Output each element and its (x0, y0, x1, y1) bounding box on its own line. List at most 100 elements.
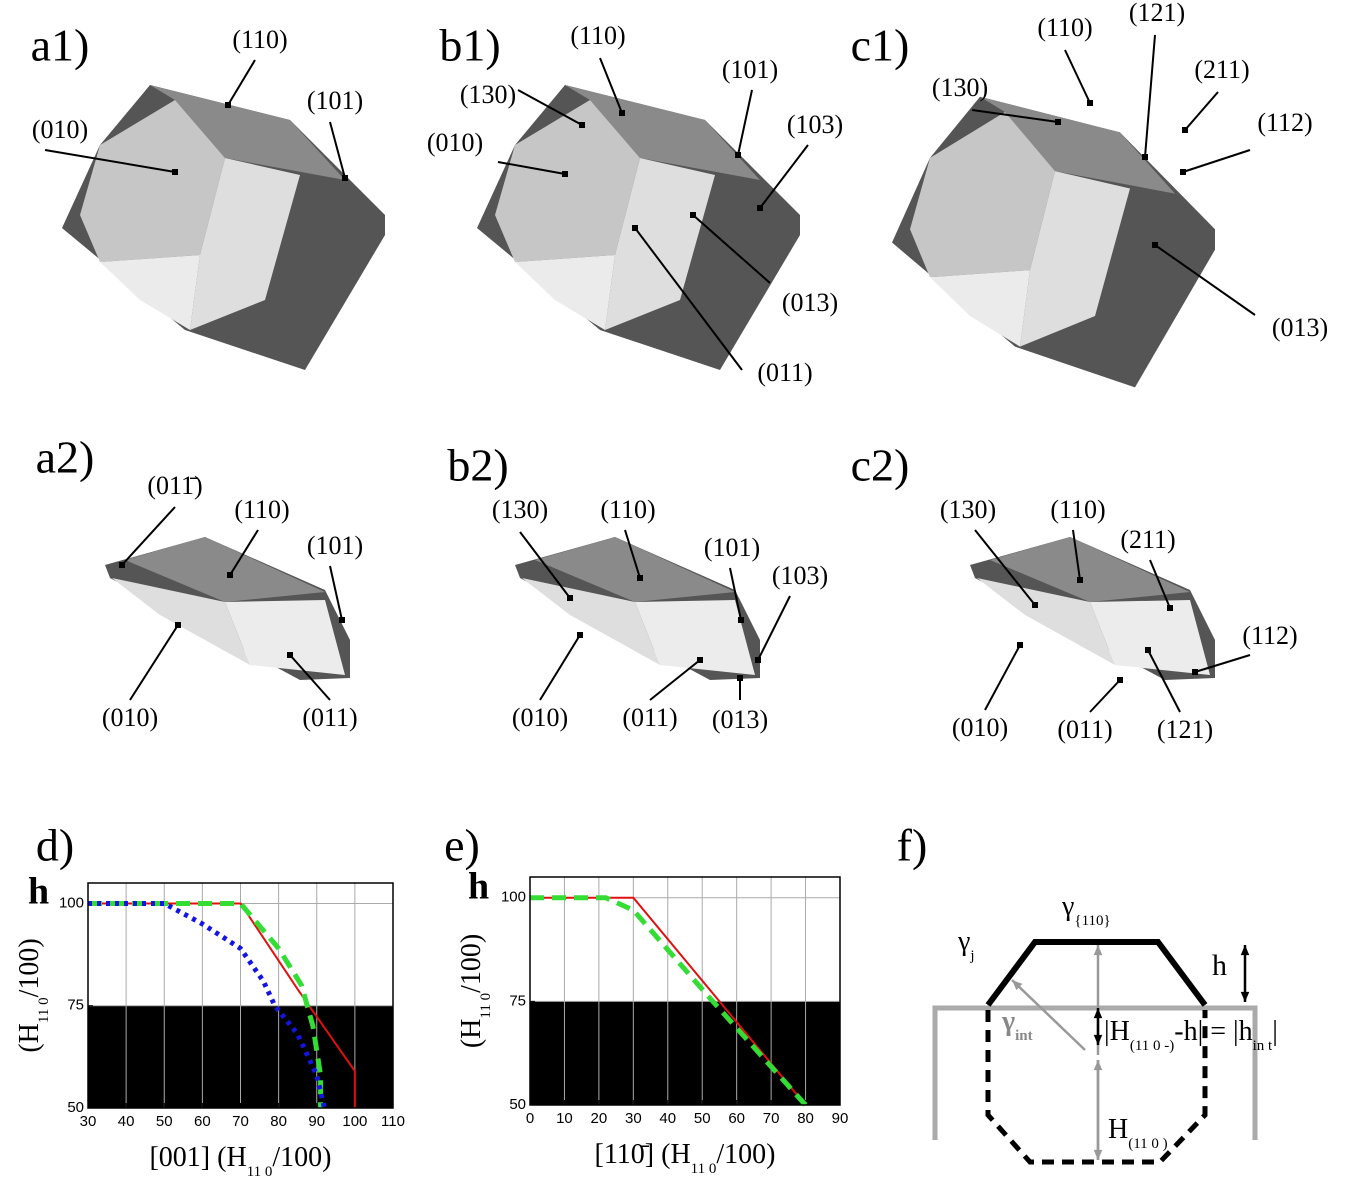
facet-label: (110) (232, 25, 287, 54)
y-tick-label: 50 (509, 1096, 526, 1113)
subscript: 11 0 (478, 993, 494, 1019)
leader-dot (1032, 602, 1038, 608)
x-tick-label: 60 (728, 1110, 745, 1127)
leader-dot (579, 122, 585, 128)
panel-label: b1) (439, 20, 500, 71)
facet-label: (211) (1194, 55, 1249, 84)
leader-dot (632, 225, 638, 231)
arrow-head (1240, 991, 1250, 1002)
label-part: [11 (595, 1139, 631, 1170)
leader-line (121, 506, 176, 566)
x-tick-label: 70 (232, 1113, 249, 1130)
leader-line (229, 529, 259, 576)
subscript: (11 0 -) (1130, 1038, 1174, 1054)
facet-label: (211) (1120, 525, 1175, 554)
y-tick-label: 75 (509, 992, 526, 1009)
arrow-head (1240, 945, 1250, 956)
facet-label: (101) (704, 533, 760, 562)
corner-label: h (468, 866, 489, 908)
x-tick-label: 90 (832, 1110, 849, 1127)
x-tick-label: 90 (308, 1113, 325, 1130)
crystal-face (977, 578, 1115, 665)
label-part: /100) (272, 1142, 331, 1173)
y-tick-label: 50 (67, 1099, 84, 1116)
x-tick-label: 40 (659, 1110, 676, 1127)
facet-label: (011) (622, 703, 677, 732)
data-line (88, 900, 327, 1109)
leader-line (1194, 654, 1251, 673)
leader-dot (339, 617, 345, 623)
crystal-face (535, 537, 735, 602)
subscript: int (1015, 1028, 1033, 1044)
reference-frame (932, 1005, 1258, 1140)
leader-line (971, 109, 1059, 123)
chart-title: d) (36, 820, 74, 871)
leader-dot (342, 175, 348, 181)
leader-line (974, 529, 1036, 606)
y-tick-label: 100 (501, 889, 526, 906)
leader-line (129, 624, 179, 701)
facet-label: (101) (307, 86, 363, 115)
leader-dot (562, 171, 568, 177)
arrow-head (1012, 980, 1023, 991)
crystal-face (930, 270, 1030, 347)
label-part: -h| = |h (1174, 1016, 1252, 1047)
crystal-face (522, 578, 660, 665)
leader-line (1144, 34, 1156, 158)
facet-label: (010) (952, 713, 1008, 742)
leader-dot (1192, 669, 1198, 675)
crystal-face (112, 578, 250, 665)
x-tick-label: 50 (156, 1113, 173, 1130)
y-tick-label: 75 (67, 997, 84, 1014)
leader-dot (227, 572, 233, 578)
facet-label: (013) (782, 288, 838, 317)
leader-dot (757, 205, 763, 211)
crystal-face (515, 255, 615, 330)
y-axis-label: (H11 0/100) (456, 934, 494, 1048)
y-axis-label: (H11 0/100) (14, 938, 52, 1052)
arrow-head (1093, 1008, 1103, 1019)
leader-line (1184, 91, 1219, 131)
label-part: |H (1104, 1016, 1130, 1047)
leader-dot (1087, 100, 1093, 106)
leader-line (1154, 244, 1256, 316)
facet-label: (013) (712, 705, 768, 734)
facet-label: (112) (1257, 108, 1312, 137)
crystal-face (495, 100, 640, 262)
facet-label: (110) (1037, 13, 1092, 42)
crystal-face (565, 85, 760, 180)
x-tick-label: 70 (763, 1110, 780, 1127)
leader-line (227, 59, 256, 106)
subscript: {110} (1074, 913, 1110, 929)
x-axis-label: [001] (H11 0/100) (149, 1142, 331, 1180)
arrow-head (1093, 945, 1103, 956)
facet-label: (010) (102, 703, 158, 732)
x-tick-label: 0 (526, 1110, 534, 1127)
subscript: (11 0 ) (1128, 1136, 1167, 1152)
x-tick-label: 80 (270, 1113, 287, 1130)
gamma-110: γ{110} (1061, 891, 1111, 929)
data-line (88, 900, 324, 1108)
leader-line (1064, 49, 1091, 104)
crystal-face (1020, 171, 1130, 347)
leader-line (329, 565, 343, 621)
leader-dot (577, 632, 583, 638)
leader-line (984, 644, 1021, 711)
crystal-face (980, 96, 1175, 194)
facet-label: (130) (492, 495, 548, 524)
leader-dot (172, 169, 178, 175)
facet-label: (011) (302, 703, 357, 732)
facet-label: (103) (787, 110, 843, 139)
chart-title: e) (444, 820, 480, 871)
leader-line (599, 57, 623, 114)
leader-line (517, 89, 583, 126)
leader-line (757, 595, 791, 661)
subscript: 11 0 (247, 1164, 273, 1180)
gamma-j: γj (957, 926, 975, 964)
subscript: in t (1253, 1038, 1273, 1054)
facet-label: (013) (1272, 313, 1328, 342)
facet-label: (010) (427, 128, 483, 157)
crystal-face (990, 537, 1190, 602)
facet-label: (110) (570, 21, 625, 50)
x-tick-label: 30 (80, 1113, 97, 1130)
